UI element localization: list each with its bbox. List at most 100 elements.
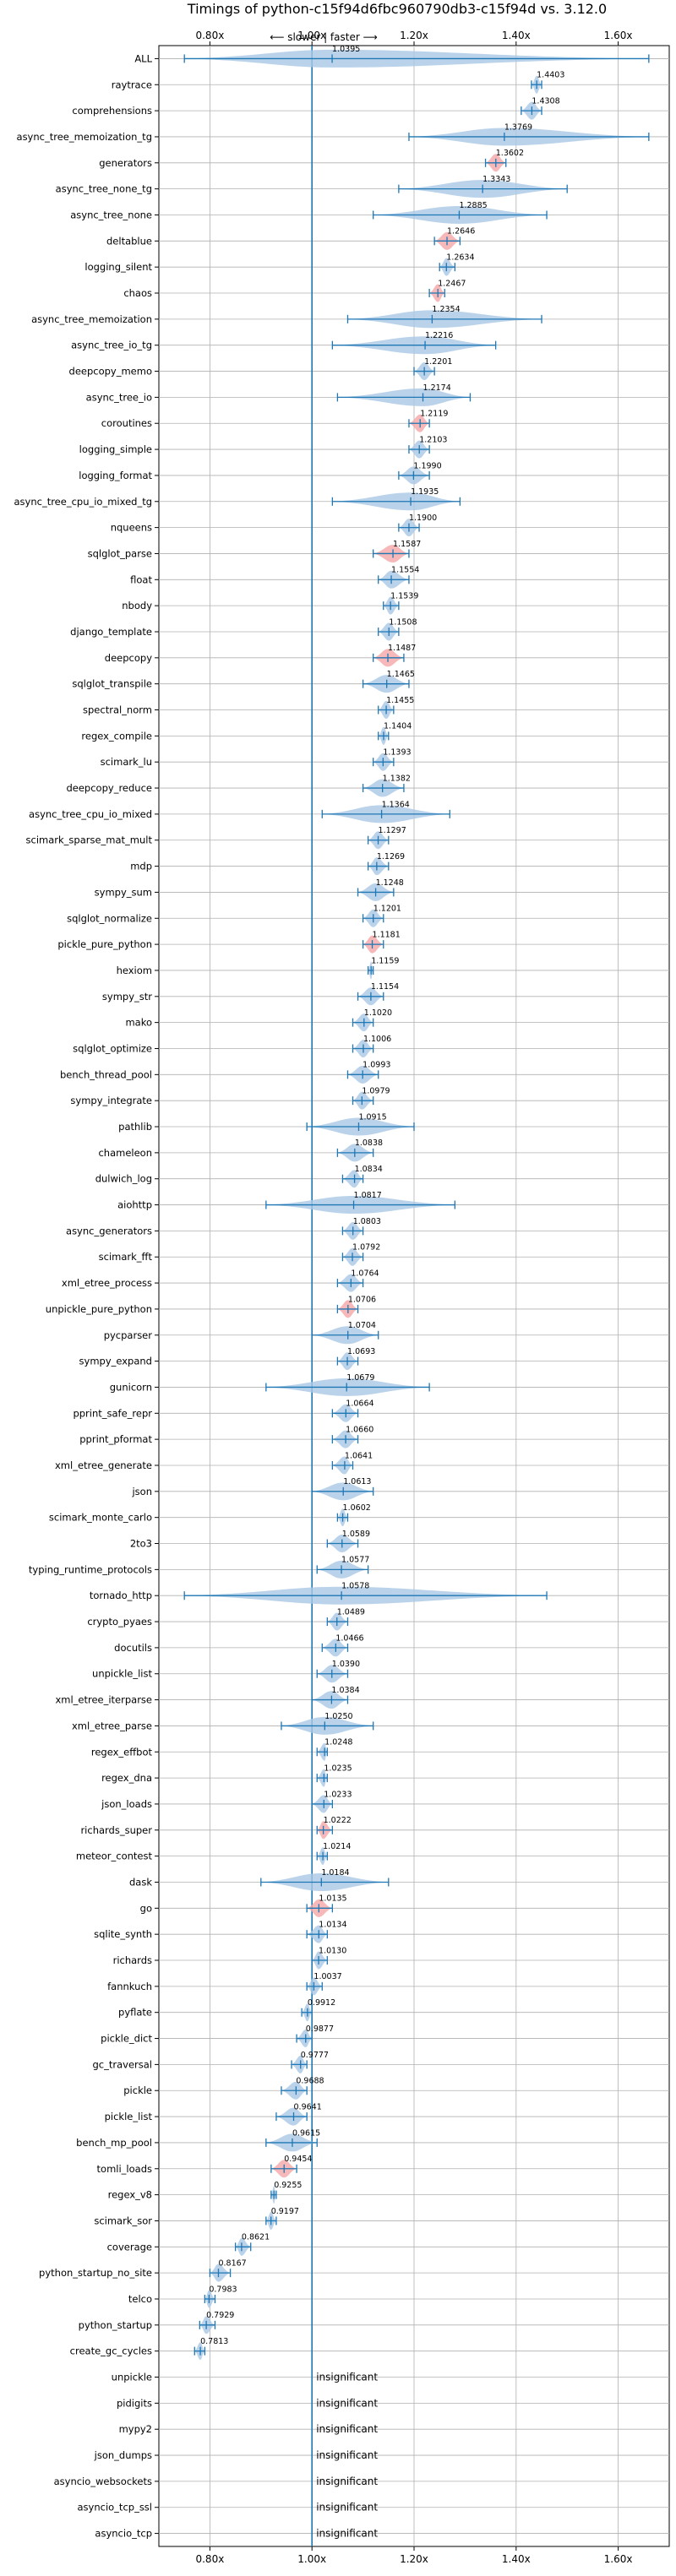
benchmark-label: xml_etree_iterparse	[55, 1694, 152, 1706]
value-label: 1.2354	[432, 305, 460, 314]
benchmark-label: scimark_monte_carlo	[49, 1512, 152, 1524]
benchmark-label: regex_compile	[81, 730, 152, 742]
value-label: 1.2634	[446, 253, 474, 263]
benchmark-label: async_tree_memoization	[31, 313, 152, 325]
x-tick-label-bottom: 1.40x	[502, 2553, 531, 2565]
benchmark-label: pathlib	[118, 1121, 152, 1133]
value-label: 1.1006	[363, 1035, 391, 1044]
benchmark-label: django_template	[70, 626, 152, 638]
value-label: 0.9912	[308, 1998, 335, 2008]
benchmark-label: xml_etree_parse	[72, 1720, 152, 1731]
value-label: 1.3343	[482, 175, 510, 184]
x-tick-label-top: 1.60x	[604, 30, 633, 41]
value-label: 0.9877	[306, 2024, 334, 2034]
benchmark-label: docutils	[114, 1642, 152, 1654]
benchmark-label: richards	[113, 1954, 152, 1966]
x-tick-label-top: 1.20x	[400, 30, 428, 41]
value-label: 1.1539	[390, 592, 418, 601]
x-tick-label-bottom: 0.80x	[195, 2553, 224, 2565]
benchmark-label: pidigits	[117, 2397, 152, 2409]
value-label: 1.0602	[343, 1503, 371, 1513]
x-tick-label-top: 1.40x	[502, 30, 531, 41]
value-label: 0.9777	[301, 2051, 329, 2060]
benchmark-label: sqlglot_normalize	[67, 912, 152, 924]
value-label: 0.9615	[292, 2128, 320, 2138]
value-label: 1.1935	[411, 487, 439, 497]
value-label: 1.2119	[420, 410, 448, 419]
value-label: 1.1269	[377, 852, 405, 861]
benchmark-label: deltablue	[106, 235, 152, 247]
benchmark-label: deepcopy_reduce	[66, 782, 152, 794]
benchmark-label: coroutines	[101, 417, 152, 429]
benchmark-label: async_tree_io	[86, 391, 152, 403]
value-label: 1.1587	[393, 540, 421, 549]
value-label: 1.1393	[383, 748, 411, 758]
value-label: 0.9688	[296, 2077, 324, 2086]
benchmark-label: mdp	[130, 861, 152, 872]
benchmark-label: chaos	[123, 287, 152, 299]
value-label: 1.0764	[351, 1269, 379, 1278]
value-label: 1.1990	[413, 461, 441, 470]
benchmark-label: raytrace	[112, 79, 152, 90]
plot-area: 0.80x 0.80x 1.00x 1.00x 1.20x 1.20x 1.40x 1.40x…	[14, 30, 670, 2565]
value-label: 1.1159	[371, 956, 399, 965]
benchmark-label: pycparser	[104, 1329, 153, 1341]
benchmark-label: async_tree_cpu_io_mixed_tg	[14, 496, 152, 508]
value-label: 1.2103	[419, 435, 447, 444]
benchmark-label: async_tree_io_tg	[71, 340, 152, 351]
value-label: 1.2174	[423, 383, 451, 393]
value-label: 1.1020	[364, 1008, 392, 1018]
value-label: 1.0130	[319, 1946, 346, 1955]
benchmark-label: logging_format	[79, 470, 152, 481]
insignificant-label: insignificant	[316, 2528, 378, 2540]
benchmark-label: richards_super	[80, 1824, 152, 1836]
value-label: 0.8621	[242, 2233, 270, 2242]
x-tick-label-bottom: 1.00x	[297, 2553, 326, 2565]
value-label: 0.7929	[206, 2311, 234, 2320]
benchmark-label: async_tree_memoization_tg	[17, 131, 152, 143]
benchmark-label: regex_dna	[101, 1772, 152, 1784]
benchmark-label: typing_runtime_protocols	[29, 1563, 152, 1575]
insignificant-label: insignificant	[316, 2423, 378, 2435]
benchmark-label: pprint_safe_repr	[73, 1407, 152, 1419]
value-label: 1.3769	[504, 122, 532, 132]
benchmark-label: float	[130, 573, 152, 585]
value-label: 1.2467	[438, 279, 466, 288]
benchmark-label: pickle_pure_python	[57, 938, 152, 950]
value-label: 1.0704	[348, 1321, 376, 1330]
value-label: 1.0466	[335, 1633, 363, 1643]
benchmark-label: async_tree_cpu_io_mixed	[29, 808, 152, 820]
value-label: 1.0235	[324, 1764, 352, 1773]
benchmark-label: sqlglot_transpile	[72, 678, 152, 690]
value-label: 0.9454	[284, 2155, 312, 2164]
insignificant-label: insignificant	[316, 2397, 378, 2409]
value-label: 1.0489	[337, 1607, 365, 1617]
benchmark-label: sqlglot_parse	[88, 547, 152, 559]
x-tick-label-top: 0.80x	[195, 30, 224, 41]
value-label: 1.0834	[355, 1165, 383, 1174]
benchmark-label: mypy2	[119, 2423, 152, 2435]
benchmark-label: json_dumps	[94, 2449, 152, 2461]
benchmark-label: regex_v8	[108, 2189, 152, 2201]
benchmark-label: nqueens	[111, 522, 152, 534]
value-label: 1.0792	[352, 1243, 380, 1253]
value-label: 1.0134	[319, 1921, 346, 1930]
benchmark-label: python_startup_no_site	[39, 2267, 152, 2279]
benchmark-label: deepcopy_memo	[69, 366, 152, 378]
value-label: 1.0214	[323, 1842, 351, 1851]
benchmark-label: deepcopy	[105, 652, 152, 664]
benchmark-label: scimark_fft	[99, 1251, 153, 1263]
benchmark-label: gc_traversal	[93, 2058, 153, 2070]
benchmark-label: bench_thread_pool	[60, 1068, 152, 1080]
value-label: 1.0222	[324, 1816, 352, 1825]
value-label: 1.0037	[313, 1972, 341, 1981]
insignificant-label: insignificant	[316, 2502, 378, 2514]
value-label: 1.2885	[459, 201, 487, 210]
value-label: 1.1248	[376, 878, 404, 888]
value-label: 1.0915	[358, 1112, 386, 1122]
benchmark-label: unpickle_pure_python	[46, 1303, 152, 1315]
value-label: 1.0641	[345, 1451, 373, 1460]
chart-title: Timings of python-c15f94d6fbc960790db3-c…	[187, 1, 607, 17]
value-label: 1.0613	[343, 1477, 371, 1486]
benchmark-label: scimark_lu	[101, 756, 152, 768]
